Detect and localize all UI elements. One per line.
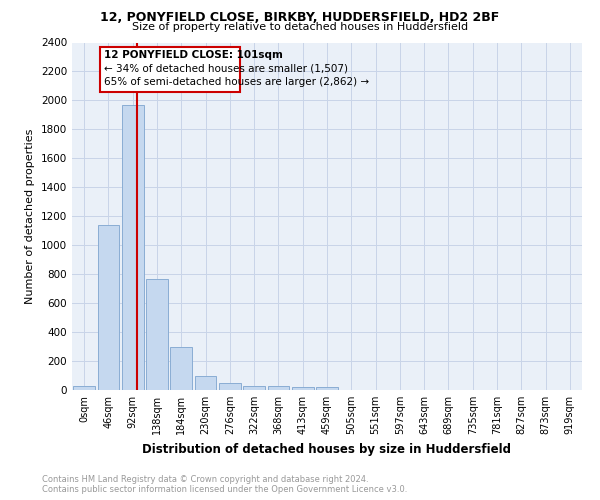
Bar (292, 387, 314, 390)
Bar (122, 105, 143, 390)
FancyBboxPatch shape (100, 47, 239, 92)
X-axis label: Distribution of detached houses by size in Huddersfield: Distribution of detached houses by size … (143, 442, 511, 456)
Text: 12 PONYFIELD CLOSE: 101sqm: 12 PONYFIELD CLOSE: 101sqm (104, 50, 283, 59)
Text: ← 34% of detached houses are smaller (1,507): ← 34% of detached houses are smaller (1,… (104, 64, 347, 74)
Bar (219, 384, 241, 390)
Bar (97, 225, 119, 390)
Text: 12, PONYFIELD CLOSE, BIRKBY, HUDDERSFIELD, HD2 2BF: 12, PONYFIELD CLOSE, BIRKBY, HUDDERSFIEL… (100, 11, 500, 24)
Text: Contains HM Land Registry data © Crown copyright and database right 2024.
Contai: Contains HM Land Registry data © Crown c… (42, 474, 407, 494)
Bar (194, 376, 217, 390)
Bar (268, 386, 289, 390)
Bar (243, 386, 265, 390)
Bar (316, 387, 338, 390)
Y-axis label: Number of detached properties: Number of detached properties (25, 128, 35, 304)
Bar (170, 346, 192, 390)
Bar (73, 386, 95, 390)
Bar (146, 278, 168, 390)
Text: Size of property relative to detached houses in Huddersfield: Size of property relative to detached ho… (132, 22, 468, 32)
Text: 65% of semi-detached houses are larger (2,862) →: 65% of semi-detached houses are larger (… (104, 76, 368, 86)
